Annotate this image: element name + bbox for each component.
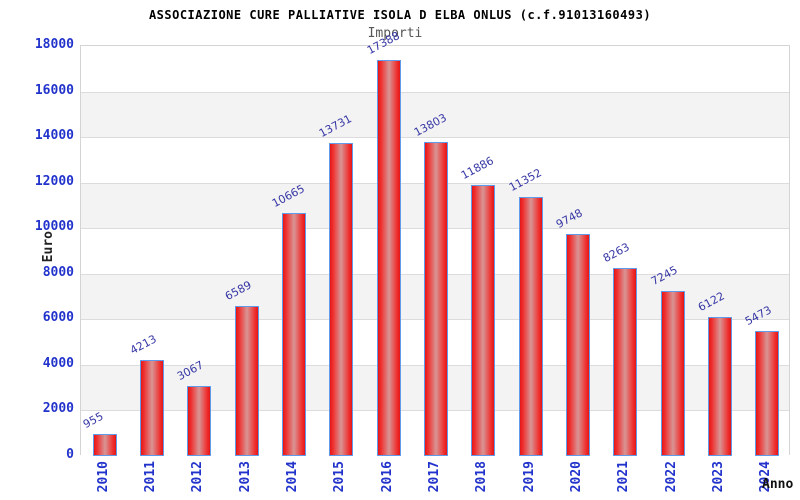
bar-2013: [234, 305, 259, 456]
x-axis-title: Anno: [762, 477, 794, 492]
y-tick-label: 6000: [42, 310, 74, 326]
bar-2015: [329, 143, 354, 456]
x-tick-label: 2023: [711, 461, 726, 493]
y-tick-label: 4000: [42, 355, 74, 371]
plot-band: [81, 91, 789, 138]
bar-2019: [518, 197, 543, 456]
x-tick-label: 2018: [474, 461, 490, 493]
bar-2012: [187, 386, 212, 456]
chart-title: ASSOCIAZIONE CURE PALLIATIVE ISOLA D ELB…: [148, 8, 652, 22]
bar-2022: [660, 290, 685, 456]
gridline: [81, 91, 789, 93]
plot-area: 955 4213 3067 6589 10665 13731 17388 13803 11886…: [80, 29, 790, 456]
bar-2016: [376, 59, 401, 456]
x-tick-label: 2021: [616, 461, 632, 493]
bar-2023: [708, 316, 732, 456]
bar-2024: [755, 331, 780, 456]
y-tick-label: 2000: [42, 401, 74, 417]
bar-2011: [140, 360, 164, 456]
bar-2021: [613, 267, 638, 456]
bar-2010: [92, 434, 117, 456]
y-axis-title: Euro: [41, 231, 56, 263]
x-tick-label: 2012: [190, 461, 206, 493]
x-tick-label: 2013: [237, 461, 253, 493]
y-tick-label: 8000: [42, 264, 74, 280]
x-tick-label: 2019: [521, 461, 537, 493]
y-tick-label: 12000: [34, 173, 74, 189]
y-tick-label: 16000: [34, 82, 74, 98]
x-tick-label: 2015: [332, 461, 348, 493]
bar-2020: [566, 233, 590, 456]
y-tick-label: 14000: [34, 128, 74, 144]
x-tick-label: 2017: [427, 461, 442, 493]
y-tick-label: 0: [66, 447, 74, 462]
bar-2014: [282, 213, 306, 456]
x-tick-label: 2020: [569, 461, 584, 493]
y-tick-label: 10000: [34, 219, 74, 235]
bar-2017: [424, 141, 448, 456]
chart-subtitle: Importi: [367, 26, 423, 41]
x-tick-label: 2022: [663, 461, 679, 493]
x-tick-label: 2014: [285, 461, 300, 493]
plot-band: [81, 46, 789, 92]
bar-2018: [471, 185, 496, 456]
y-tick-label: 18000: [34, 37, 74, 52]
x-tick-label: 2016: [379, 461, 395, 493]
x-tick-label: 2011: [143, 461, 158, 493]
gridline: [81, 137, 789, 139]
x-tick-label: 2010: [95, 461, 111, 493]
